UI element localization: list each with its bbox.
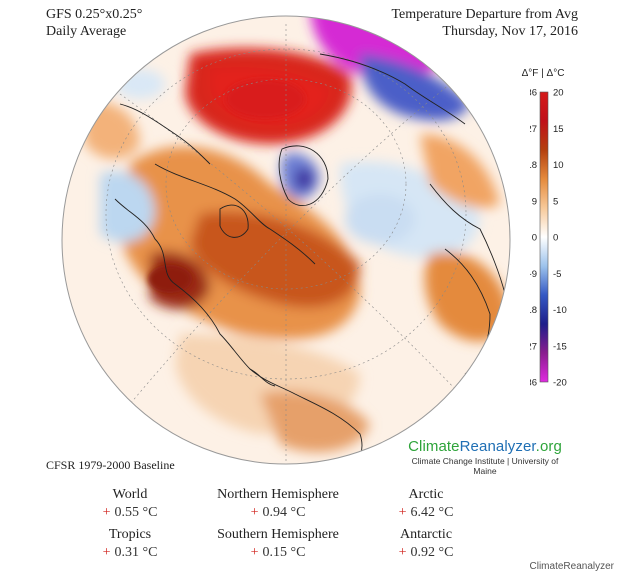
image-credit: ClimateReanalyzer [529, 561, 614, 572]
stat-value: +0.94 °C [198, 504, 358, 522]
colorbar-tick-fahrenheit: 0 [532, 233, 537, 244]
colorbar-tick-celsius: 5 [553, 196, 558, 207]
stat-number: 0.92 °C [410, 545, 454, 560]
stat-label: Southern Hemisphere [217, 527, 339, 542]
plus-sign: + [398, 505, 407, 520]
header-left: GFS 0.25°x0.25° Daily Average [46, 6, 142, 40]
plus-sign: + [250, 505, 259, 520]
stat-value: +0.31 °C [50, 544, 210, 562]
stat-value: +0.15 °C [198, 544, 358, 562]
colorbar-tick-celsius: -10 [553, 305, 567, 316]
colorbar-tick-fahrenheit: -36 [530, 378, 537, 389]
brand-name-part2: Reanalyzer [459, 438, 536, 455]
model-label: GFS 0.25°x0.25° [46, 7, 143, 22]
colorbar-tick-fahrenheit: -18 [530, 305, 537, 316]
plus-sign: + [102, 505, 111, 520]
coastlines [114, 53, 506, 464]
colorbar-tick-fahrenheit: -9 [530, 269, 537, 280]
brand-name: ClimateReanalyzer.org [405, 438, 565, 455]
stat-value: +0.92 °C [346, 544, 506, 562]
stat-value: +6.42 °C [346, 504, 506, 522]
brand-name-part3: .org [535, 438, 562, 455]
average-label: Daily Average [46, 24, 127, 39]
legend-title: Δ°F | Δ°C [521, 68, 565, 79]
colorbar-tick-fahrenheit: 9 [532, 196, 537, 207]
stat-value: +0.55 °C [50, 504, 210, 522]
map-date: Thursday, Nov 17, 2016 [442, 24, 578, 39]
colorbar-tick-celsius: -15 [553, 341, 567, 352]
stat-number: 0.94 °C [262, 505, 306, 520]
stat-number: 0.55 °C [114, 505, 158, 520]
stat-antarctic: Antarctic +0.92 °C [346, 526, 506, 562]
stat-number: 0.31 °C [114, 545, 158, 560]
colorbar: 36 20 27 15 18 10 9 5 0 0 -9 -5 -18 -10 -27 -15 -36 -20 [530, 88, 567, 389]
brand-name-part1: Climate [408, 438, 460, 455]
stat-label: World [112, 487, 148, 502]
colorbar-tick-celsius: 10 [553, 160, 564, 171]
map-title: Temperature Departure from Avg [391, 7, 578, 22]
colorbar-tick-celsius: -20 [553, 378, 567, 389]
colorbar-tick-celsius: 15 [553, 124, 564, 135]
colorbar-tick-celsius: -5 [553, 269, 561, 280]
colorbar-tick-celsius: 20 [553, 88, 564, 99]
stat-southern-hemisphere: Southern Hemisphere +0.15 °C [198, 526, 358, 562]
baseline-label: CFSR 1979-2000 Baseline [46, 458, 175, 472]
stat-world: World +0.55 °C [50, 486, 210, 522]
colorbar-tick-celsius: 0 [553, 233, 558, 244]
globe-outline [61, 15, 511, 465]
stat-arctic: Arctic +6.42 °C [346, 486, 506, 522]
colorbar-tick-fahrenheit: 18 [530, 160, 537, 171]
brand-subtitle: Climate Change Institute | University of… [411, 456, 559, 476]
header-right: Temperature Departure from Avg Thursday,… [391, 6, 578, 40]
colorbar-gradient [539, 91, 549, 383]
globe-map [61, 15, 511, 465]
brand-block: ClimateReanalyzer.org Climate Change Ins… [405, 438, 565, 476]
stat-northern-hemisphere: Northern Hemisphere +0.94 °C [198, 486, 358, 522]
colorbar-tick-fahrenheit: -27 [530, 341, 537, 352]
plus-sign: + [102, 545, 111, 560]
stat-label: Tropics [108, 527, 152, 542]
colorbar-tick-fahrenheit: 27 [530, 124, 537, 135]
stat-label: Antarctic [399, 527, 453, 542]
stat-number: 6.42 °C [410, 505, 454, 520]
colorbar-tick-fahrenheit: 36 [530, 88, 537, 99]
stat-label: Northern Hemisphere [217, 487, 339, 502]
stat-number: 0.15 °C [262, 545, 306, 560]
plus-sign: + [250, 545, 259, 560]
stat-label: Arctic [408, 487, 444, 502]
stat-tropics: Tropics +0.31 °C [50, 526, 210, 562]
plus-sign: + [398, 545, 407, 560]
